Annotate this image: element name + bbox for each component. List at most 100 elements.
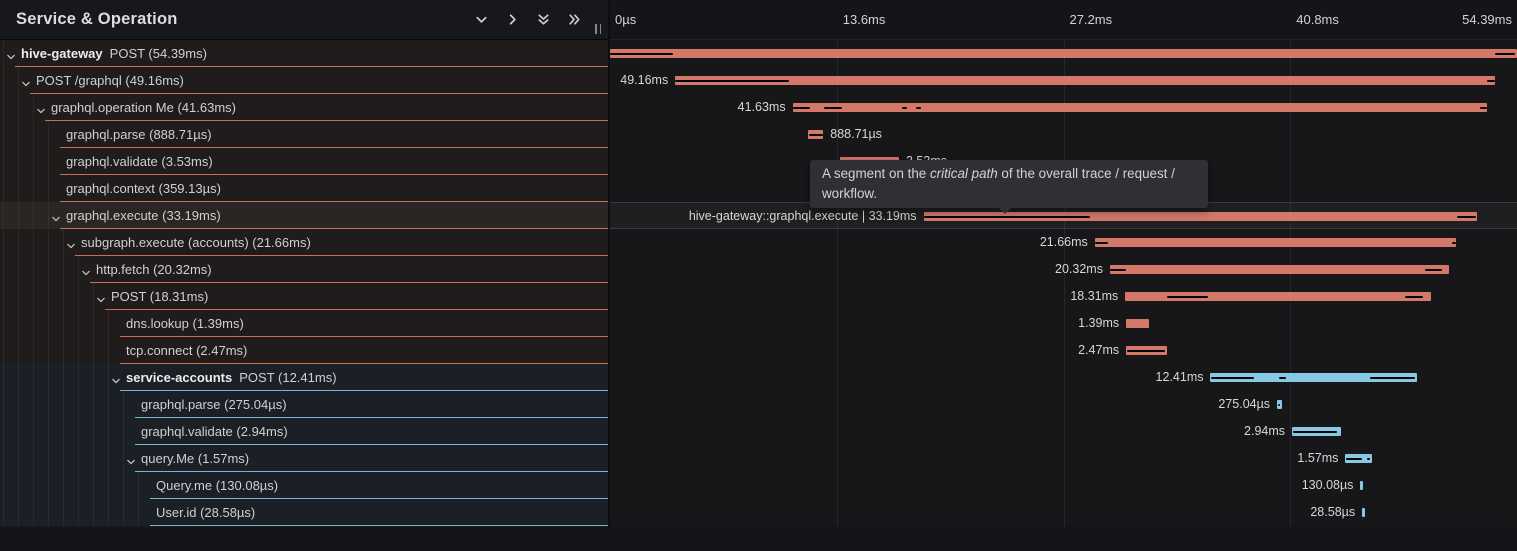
span-bar[interactable] (1277, 400, 1282, 409)
span-bar[interactable] (1109, 265, 1449, 274)
tick-label: 40.8ms (1296, 12, 1339, 27)
span-bar[interactable] (923, 212, 1477, 221)
span-row-name[interactable]: service-accounts POST (12.41ms) (0, 364, 608, 391)
span-label: http.fetch (20.32ms) (96, 262, 212, 277)
span-row-track[interactable]: 130.08µs (610, 472, 1517, 499)
span-row-track[interactable]: 18.31ms (610, 283, 1517, 310)
indent-guide (3, 472, 4, 499)
indent-guide (18, 391, 19, 418)
span-name-list: hive-gateway POST (54.39ms) POST /graphql … (0, 40, 608, 526)
collapse-chevron-icon[interactable] (111, 373, 121, 391)
indent-guide (78, 256, 79, 283)
collapse-chevron-icon[interactable] (6, 49, 16, 67)
span-row-name[interactable]: graphql.parse (888.71µs) (0, 121, 608, 148)
span-row-name[interactable]: query.Me (1.57ms) (0, 445, 608, 472)
span-row-track[interactable]: 12.41ms (610, 364, 1517, 391)
span-bars-area: 49.16ms41.63ms888.71µs3.53ms359.13µshive… (610, 40, 1517, 526)
collapse-chevron-icon[interactable] (126, 454, 136, 472)
indent-guide (48, 283, 49, 310)
indent-guide (108, 391, 109, 418)
span-row-name[interactable]: graphql.operation Me (41.63ms) (0, 94, 608, 121)
span-row-track[interactable]: 2.94ms (610, 418, 1517, 445)
span-row-name[interactable]: hive-gateway POST (54.39ms) (0, 40, 608, 67)
span-row-name[interactable]: subgraph.execute (accounts) (21.66ms) (0, 229, 608, 256)
span-row-track[interactable]: 1.39ms (610, 310, 1517, 337)
span-row-track[interactable]: 49.16ms (610, 67, 1517, 94)
indent-guide (123, 445, 124, 472)
chevron-down-icon[interactable] (473, 12, 489, 28)
row-rule (120, 363, 608, 364)
span-row-track[interactable]: 275.04µs (610, 391, 1517, 418)
indent-guide (18, 94, 19, 121)
span-bar[interactable] (792, 103, 1487, 112)
indent-guide (78, 337, 79, 364)
span-bar[interactable] (675, 76, 1495, 85)
span-row-track[interactable]: 28.58µs (610, 499, 1517, 526)
row-rule (90, 282, 608, 283)
span-bar[interactable] (1360, 481, 1363, 490)
indent-guide (63, 445, 64, 472)
row-rule (45, 120, 608, 121)
span-row-name[interactable]: dns.lookup (1.39ms) (0, 310, 608, 337)
critical-path-segment (924, 215, 1091, 218)
span-row-name[interactable]: graphql.execute (33.19ms) (0, 202, 608, 229)
critical-path-segment (675, 79, 790, 82)
span-row-track[interactable]: 41.63ms (610, 94, 1517, 121)
span-row-track[interactable]: 20.32ms (610, 256, 1517, 283)
indent-guide (138, 499, 139, 526)
critical-path-segment (1095, 241, 1108, 244)
indent-guide (48, 337, 49, 364)
span-bar[interactable] (1292, 427, 1342, 436)
span-label: subgraph.execute (accounts) (21.66ms) (81, 235, 311, 250)
span-bar[interactable] (1362, 508, 1365, 517)
grid-line (1063, 0, 1065, 527)
collapse-chevron-icon[interactable] (51, 211, 61, 229)
span-bar[interactable] (610, 49, 1517, 58)
collapse-chevron-icon[interactable] (96, 292, 106, 310)
span-row-name[interactable]: graphql.validate (3.53ms) (0, 148, 608, 175)
indent-guide (33, 418, 34, 445)
span-bar[interactable] (1210, 373, 1418, 382)
row-rule (60, 201, 608, 202)
indent-guide (93, 283, 94, 310)
span-duration-label: 28.58µs (1310, 505, 1356, 519)
collapse-chevron-icon[interactable] (66, 238, 76, 256)
double-chevron-right-icon[interactable] (566, 12, 582, 28)
span-row-track[interactable]: 1.57ms (610, 445, 1517, 472)
indent-guide (18, 445, 19, 472)
collapse-chevron-icon[interactable] (81, 265, 91, 283)
indent-guide (33, 445, 34, 472)
indent-guide (33, 337, 34, 364)
span-row-name[interactable]: graphql.parse (275.04µs) (0, 391, 608, 418)
span-bar[interactable] (1126, 319, 1150, 328)
indent-guide (63, 364, 64, 391)
panel-resize-handle[interactable] (595, 24, 601, 34)
span-row-name[interactable]: http.fetch (20.32ms) (0, 256, 608, 283)
chevron-right-icon[interactable] (504, 12, 520, 28)
span-label: graphql.parse (275.04µs) (141, 397, 287, 412)
collapse-chevron-icon[interactable] (21, 76, 31, 94)
span-row-name[interactable]: POST (18.31ms) (0, 283, 608, 310)
double-chevron-down-icon[interactable] (535, 12, 551, 28)
span-row-name[interactable]: User.id (28.58µs) (0, 499, 608, 526)
span-bar[interactable] (1345, 454, 1372, 463)
span-bar[interactable] (1125, 292, 1431, 301)
span-row-name[interactable]: tcp.connect (2.47ms) (0, 337, 608, 364)
span-bar[interactable] (1126, 346, 1168, 355)
span-row-track[interactable] (610, 40, 1517, 67)
span-row-track[interactable]: 21.66ms (610, 229, 1517, 256)
span-row-name[interactable]: Query.me (130.08µs) (0, 472, 608, 499)
span-bar[interactable] (1094, 238, 1456, 247)
span-row-name[interactable]: graphql.context (359.13µs) (0, 175, 608, 202)
span-row-track[interactable]: 2.47ms (610, 337, 1517, 364)
span-duration-label: 2.47ms (1078, 343, 1120, 357)
indent-guide (18, 256, 19, 283)
panel-divider[interactable] (608, 0, 610, 527)
indent-guide (18, 229, 19, 256)
span-row-track[interactable]: 888.71µs (610, 121, 1517, 148)
indent-guide (3, 418, 4, 445)
span-bar[interactable] (808, 130, 824, 139)
span-row-name[interactable]: POST /graphql (49.16ms) (0, 67, 608, 94)
collapse-chevron-icon[interactable] (36, 103, 46, 121)
span-row-name[interactable]: graphql.validate (2.94ms) (0, 418, 608, 445)
